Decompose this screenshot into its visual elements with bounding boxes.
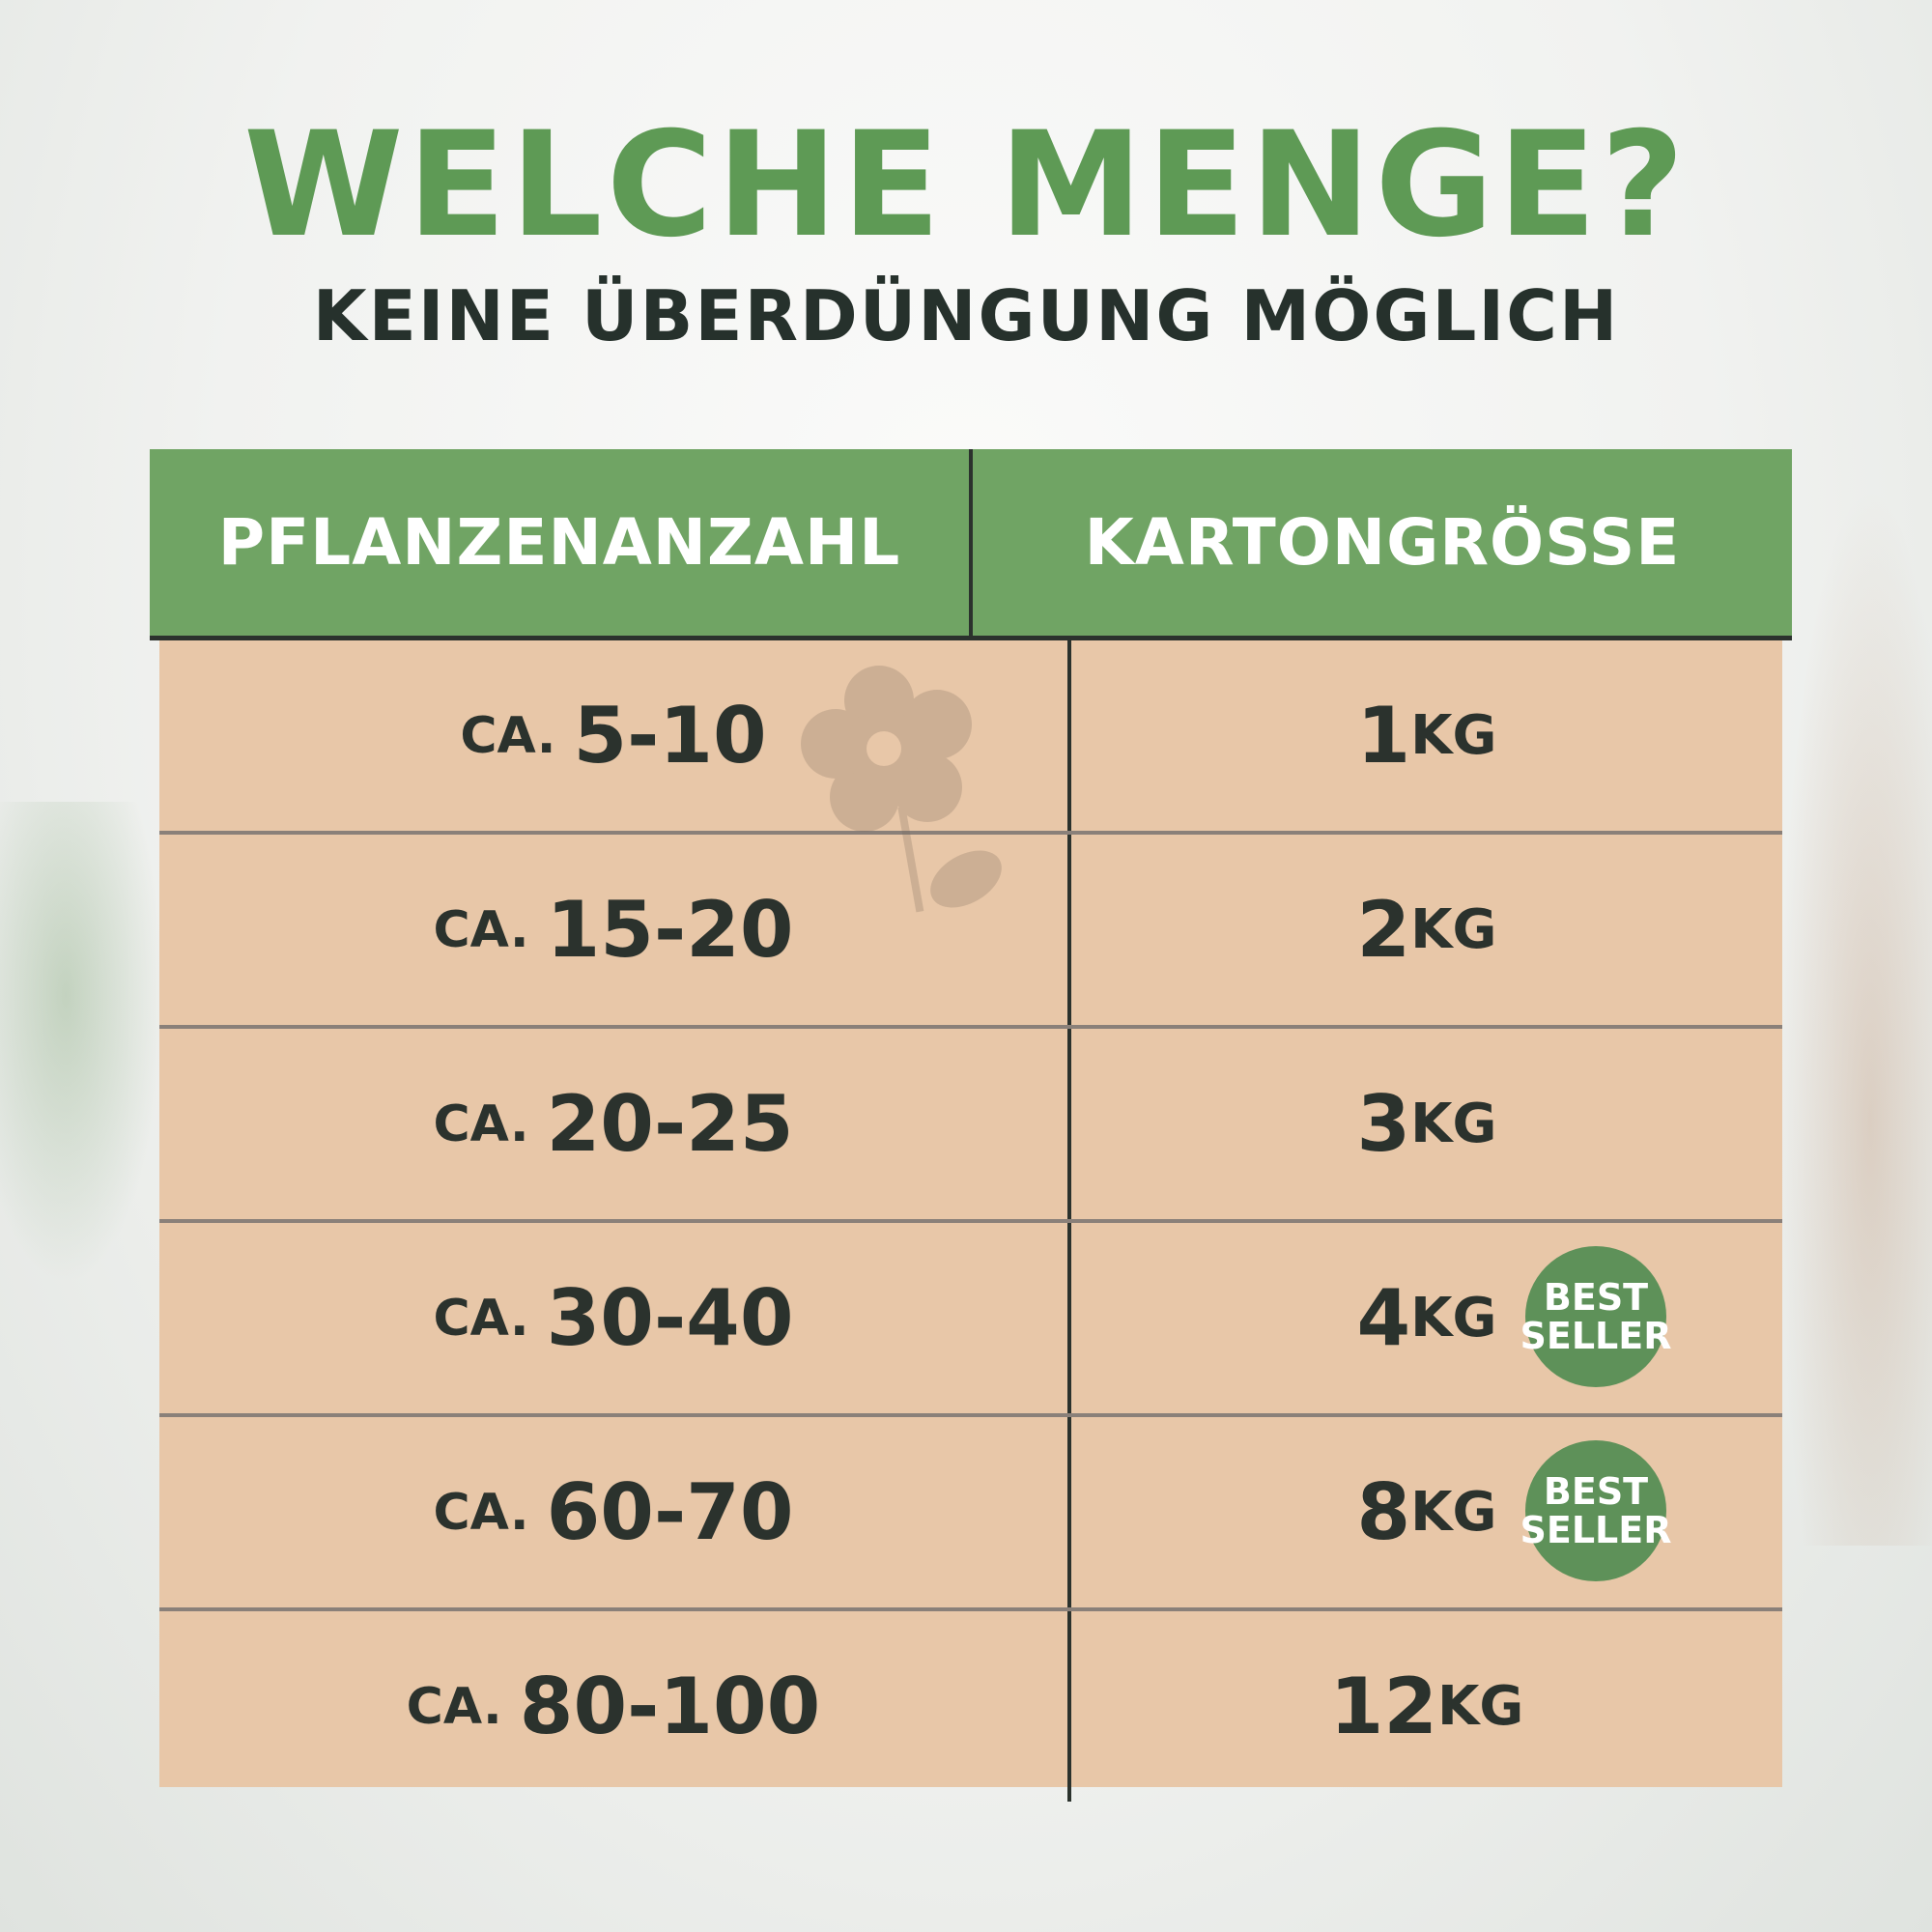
plant-count-cell: CA. 15-20 bbox=[159, 835, 1071, 1025]
badge-line-1: BEST bbox=[1543, 1470, 1649, 1513]
unit: KG bbox=[1436, 1675, 1524, 1738]
box-size: 3 bbox=[1356, 1079, 1411, 1169]
box-size: 1 bbox=[1356, 691, 1411, 781]
page-subtitle: KEINE ÜBERDÜNGUNG MÖGLICH bbox=[312, 275, 1620, 356]
unit: KG bbox=[1410, 1481, 1497, 1544]
table-row: CA. 20-25 3 KG bbox=[159, 1029, 1782, 1223]
plant-count-cell: CA. 30-40 bbox=[159, 1223, 1071, 1413]
header-plant-count: PFLANZENANZAHL bbox=[150, 449, 973, 636]
box-size: 2 bbox=[1356, 885, 1411, 975]
plant-count: 30-40 bbox=[546, 1273, 794, 1363]
prefix: CA. bbox=[433, 900, 529, 959]
prefix: CA. bbox=[460, 706, 556, 765]
box-size-cell: 8 KG BEST SELLER bbox=[1071, 1417, 1782, 1607]
box-size-cell: 3 KG bbox=[1071, 1029, 1782, 1219]
plant-count-cell: CA. 5-10 bbox=[159, 640, 1071, 831]
table-row: CA. 80-100 12 KG bbox=[159, 1611, 1782, 1802]
quantity-table: PFLANZENANZAHL KARTONGRÖSSE CA. 5-10 1 K… bbox=[150, 449, 1792, 1802]
best-seller-badge: BEST SELLER bbox=[1520, 1440, 1672, 1581]
box-size-cell: 2 KG bbox=[1071, 835, 1782, 1025]
table-header: PFLANZENANZAHL KARTONGRÖSSE bbox=[150, 449, 1792, 640]
box-size-cell: 1 KG bbox=[1071, 640, 1782, 831]
unit: KG bbox=[1410, 1093, 1497, 1155]
best-seller-badge: BEST SELLER bbox=[1520, 1246, 1672, 1387]
plant-count-cell: CA. 60-70 bbox=[159, 1417, 1071, 1607]
unit: KG bbox=[1410, 704, 1497, 767]
plant-count: 5-10 bbox=[573, 691, 767, 781]
unit: KG bbox=[1410, 898, 1497, 961]
plant-count-cell: CA. 80-100 bbox=[159, 1611, 1071, 1802]
badge-line-1: BEST bbox=[1543, 1276, 1649, 1319]
box-size-cell: 4 KG BEST SELLER bbox=[1071, 1223, 1782, 1413]
box-size: 8 bbox=[1356, 1467, 1411, 1557]
table-row: CA. 60-70 8 KG BEST SELLER bbox=[159, 1417, 1782, 1611]
plant-count: 15-20 bbox=[546, 885, 794, 975]
prefix: CA. bbox=[433, 1483, 529, 1542]
page-title: WELCHE MENGE? bbox=[243, 101, 1689, 270]
plant-count: 80-100 bbox=[519, 1662, 821, 1751]
unit: KG bbox=[1410, 1287, 1497, 1350]
box-size-cell: 12 KG bbox=[1071, 1611, 1782, 1802]
table-body: CA. 5-10 1 KG CA. 15-20 2 KG CA. 20-25 3… bbox=[159, 640, 1782, 1802]
badge-line-2: SELLER bbox=[1520, 1509, 1672, 1551]
box-size: 12 bbox=[1329, 1662, 1437, 1751]
flower-icon bbox=[801, 666, 1002, 913]
plant-count: 20-25 bbox=[546, 1079, 794, 1169]
plant-count: 60-70 bbox=[546, 1467, 794, 1557]
background-plant-left bbox=[0, 802, 164, 1285]
prefix: CA. bbox=[433, 1289, 529, 1348]
box-size: 4 bbox=[1356, 1273, 1411, 1363]
table-row: CA. 5-10 1 KG bbox=[159, 640, 1782, 835]
prefix: CA. bbox=[433, 1094, 529, 1153]
background-plant-right bbox=[1777, 483, 1932, 1546]
header-box-size: KARTONGRÖSSE bbox=[1084, 505, 1681, 580]
table-row: CA. 30-40 4 KG BEST SELLER bbox=[159, 1223, 1782, 1417]
table-row: CA. 15-20 2 KG bbox=[159, 835, 1782, 1029]
badge-line-2: SELLER bbox=[1520, 1315, 1672, 1357]
plant-count-cell: CA. 20-25 bbox=[159, 1029, 1071, 1219]
prefix: CA. bbox=[406, 1677, 502, 1736]
